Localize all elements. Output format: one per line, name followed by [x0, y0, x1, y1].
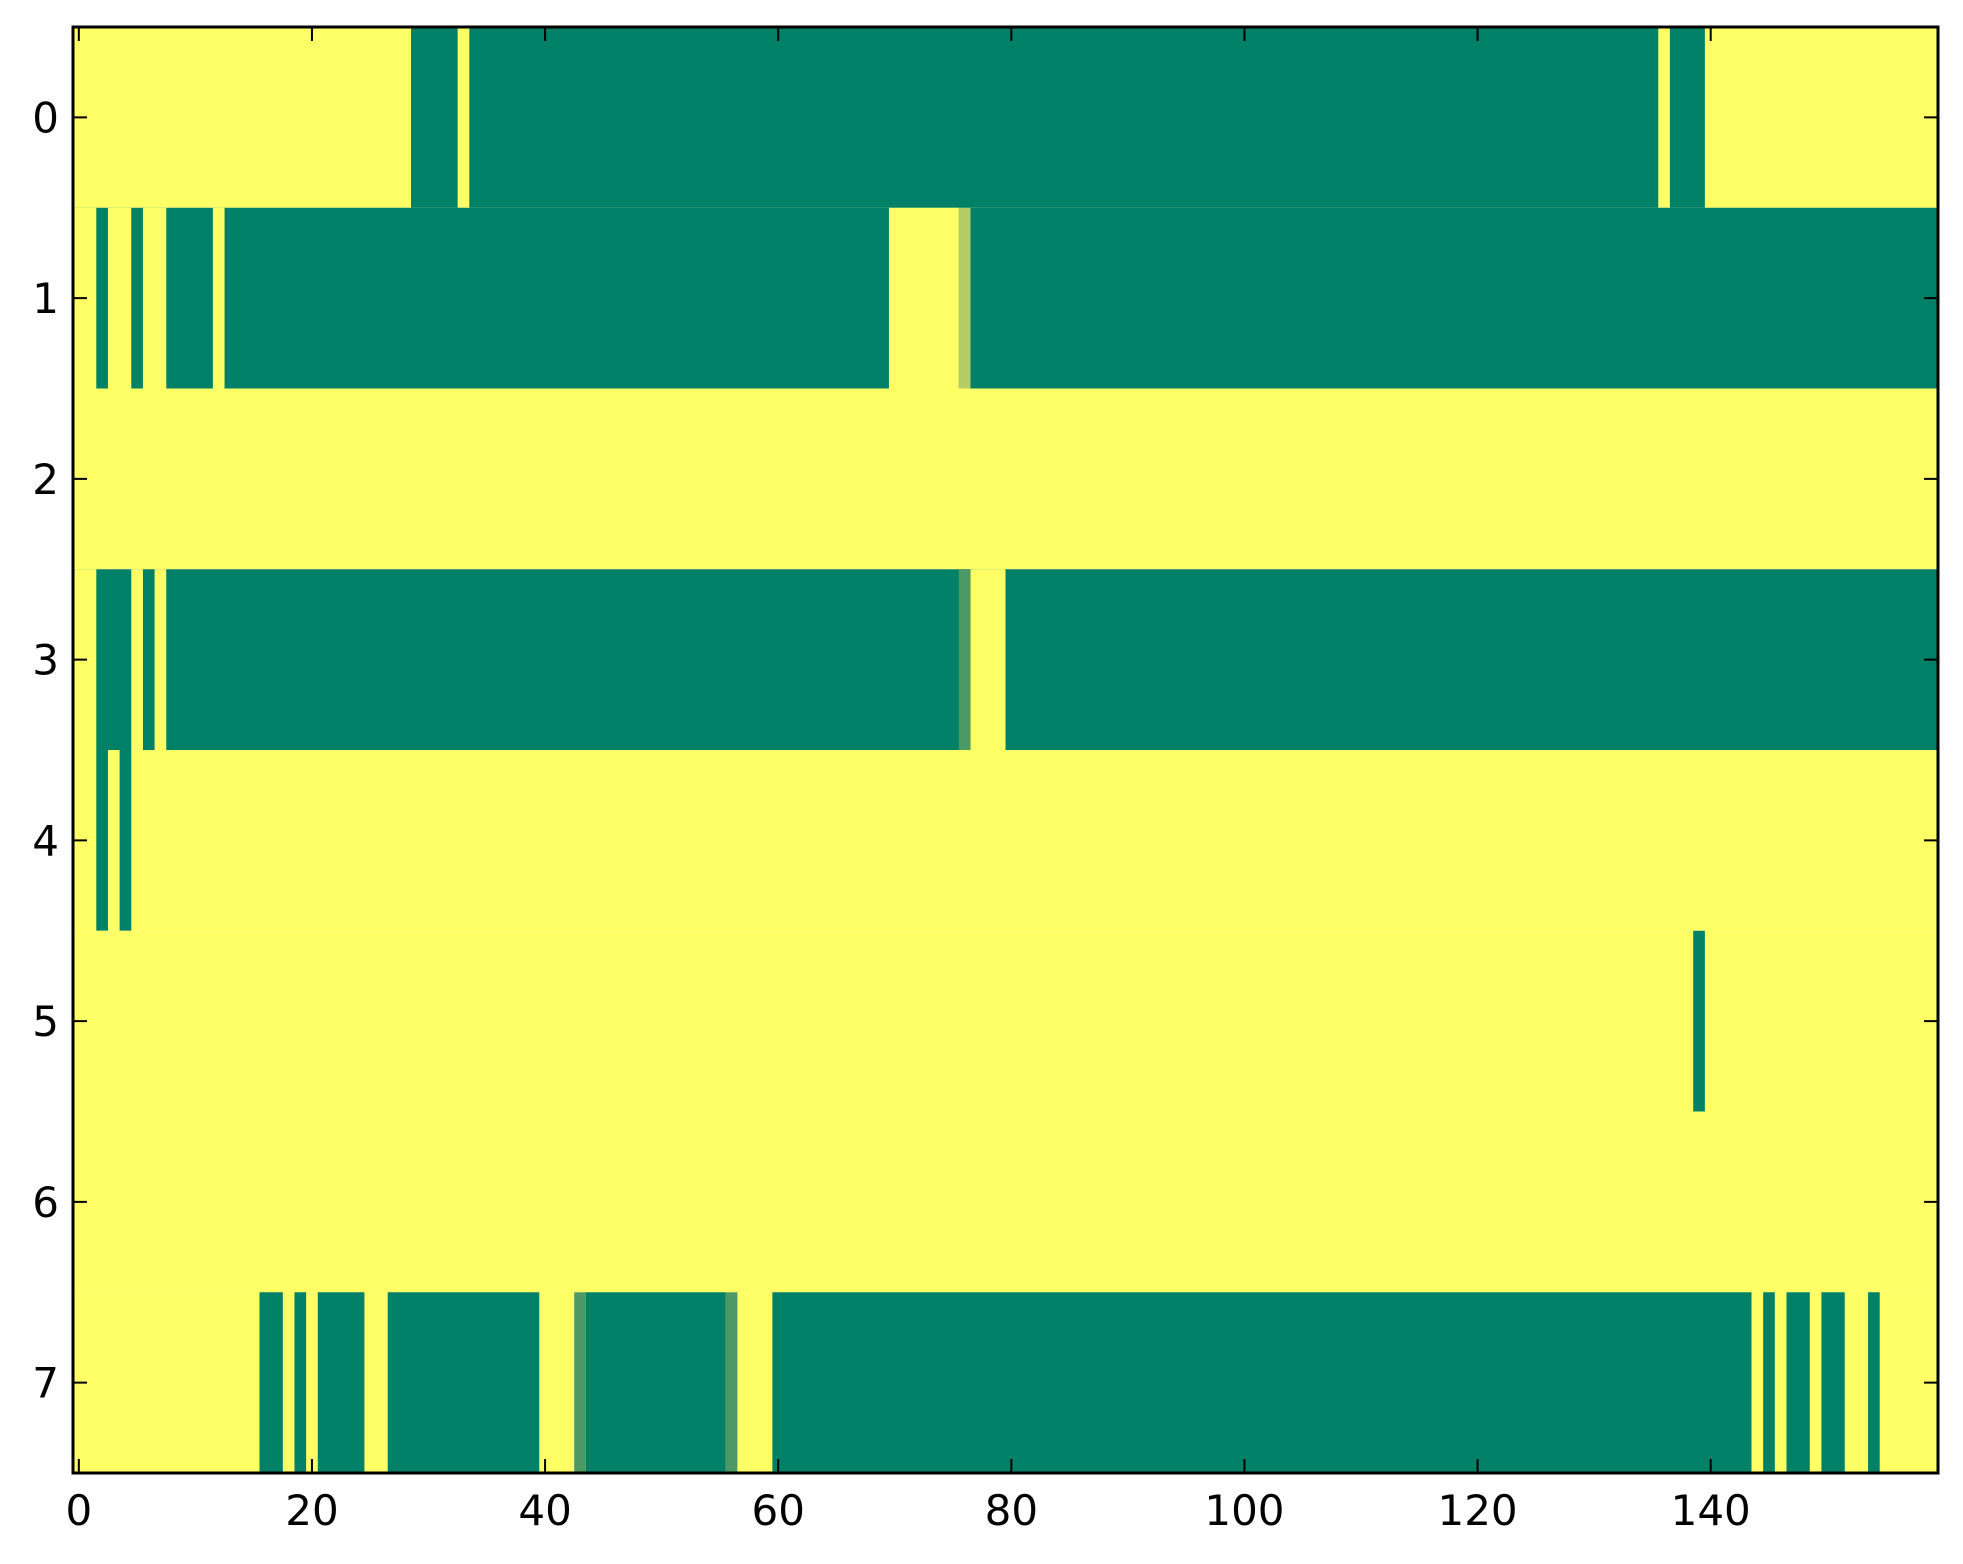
heatmap-row-3-segment-4 — [970, 569, 1006, 750]
x-tick-label-140: 140 — [1671, 1486, 1751, 1535]
heatmap-row-3-segment-3 — [958, 569, 971, 750]
y-tick-label-5: 5 — [32, 997, 59, 1046]
heatmap-row-1-segment-4 — [888, 207, 959, 389]
heatmap-row-1-segment-3 — [212, 207, 225, 389]
heatmap-row-7-segment-2 — [317, 1292, 365, 1473]
x-tick-label-40: 40 — [518, 1486, 571, 1535]
x-tick-labels: 0 20 40 60 80 100 120 140 — [65, 1486, 1750, 1535]
heatmap-row-7-segment-6 — [725, 1292, 738, 1473]
heatmap-row-5-segment-0 — [1693, 930, 1705, 1112]
axis-ticks — [73, 27, 1938, 1473]
heatmap-row-7-segment-0 — [259, 1292, 283, 1473]
x-tick-label-80: 80 — [985, 1486, 1038, 1535]
heatmap-row-4-segment-1 — [119, 750, 132, 931]
plot-frame — [71, 25, 1940, 1475]
heatmap-row-7-segment-8 — [1763, 1292, 1775, 1473]
y-tick-label-6: 6 — [32, 1178, 59, 1227]
heatmap-row-7-segment-11 — [1868, 1292, 1880, 1473]
x-tick-label-20: 20 — [285, 1486, 338, 1535]
y-tick-label-0: 0 — [32, 93, 59, 142]
x-tick-label-0: 0 — [65, 1486, 92, 1535]
heatmap-row-7-segment-1 — [294, 1292, 307, 1473]
heatmap-row-3-segment-1 — [131, 569, 143, 750]
heatmap-row-7-segment-9 — [1786, 1292, 1810, 1473]
heatmap-row-0-segment-2 — [1669, 27, 1705, 208]
heatmap-row-5-background — [73, 930, 1938, 1112]
heatmap-row-6-background — [73, 1111, 1938, 1293]
y-tick-label-2: 2 — [32, 455, 59, 504]
heatmap-row-7-segment-5 — [585, 1292, 726, 1473]
y-tick-label-1: 1 — [32, 274, 59, 323]
heatmap-row-0-segment-1 — [469, 27, 1659, 208]
heatmap-row-7-segment-7 — [772, 1292, 1752, 1473]
heatmap-row-1-segment-5 — [958, 207, 971, 389]
heatmap-row-7-segment-4 — [574, 1292, 586, 1473]
heatmap-row-1-segment-1 — [107, 207, 132, 389]
heatmap-row-3-segment-2 — [154, 569, 167, 750]
y-tick-label-4: 4 — [32, 816, 59, 865]
heatmap-row-4-background — [73, 750, 1938, 931]
heatmap-cells — [73, 27, 1938, 1473]
heatmap-row-7-segment-3 — [387, 1292, 540, 1473]
heatmap-row-7-segment-10 — [1821, 1292, 1845, 1473]
y-tick-label-3: 3 — [32, 636, 59, 685]
heatmap-row-2-background — [73, 388, 1938, 570]
y-tick-labels: 0 1 2 3 4 5 6 7 — [32, 93, 59, 1407]
heatmap-row-1-segment-2 — [142, 207, 167, 389]
x-tick-label-120: 120 — [1437, 1486, 1517, 1535]
y-tick-label-7: 7 — [32, 1359, 59, 1408]
heatmap-row-0-segment-0 — [411, 27, 458, 208]
x-tick-label-100: 100 — [1204, 1486, 1284, 1535]
heatmap-row-4-segment-0 — [96, 750, 108, 931]
heatmap-row-1-background — [73, 207, 1938, 389]
x-tick-label-60: 60 — [751, 1486, 804, 1535]
